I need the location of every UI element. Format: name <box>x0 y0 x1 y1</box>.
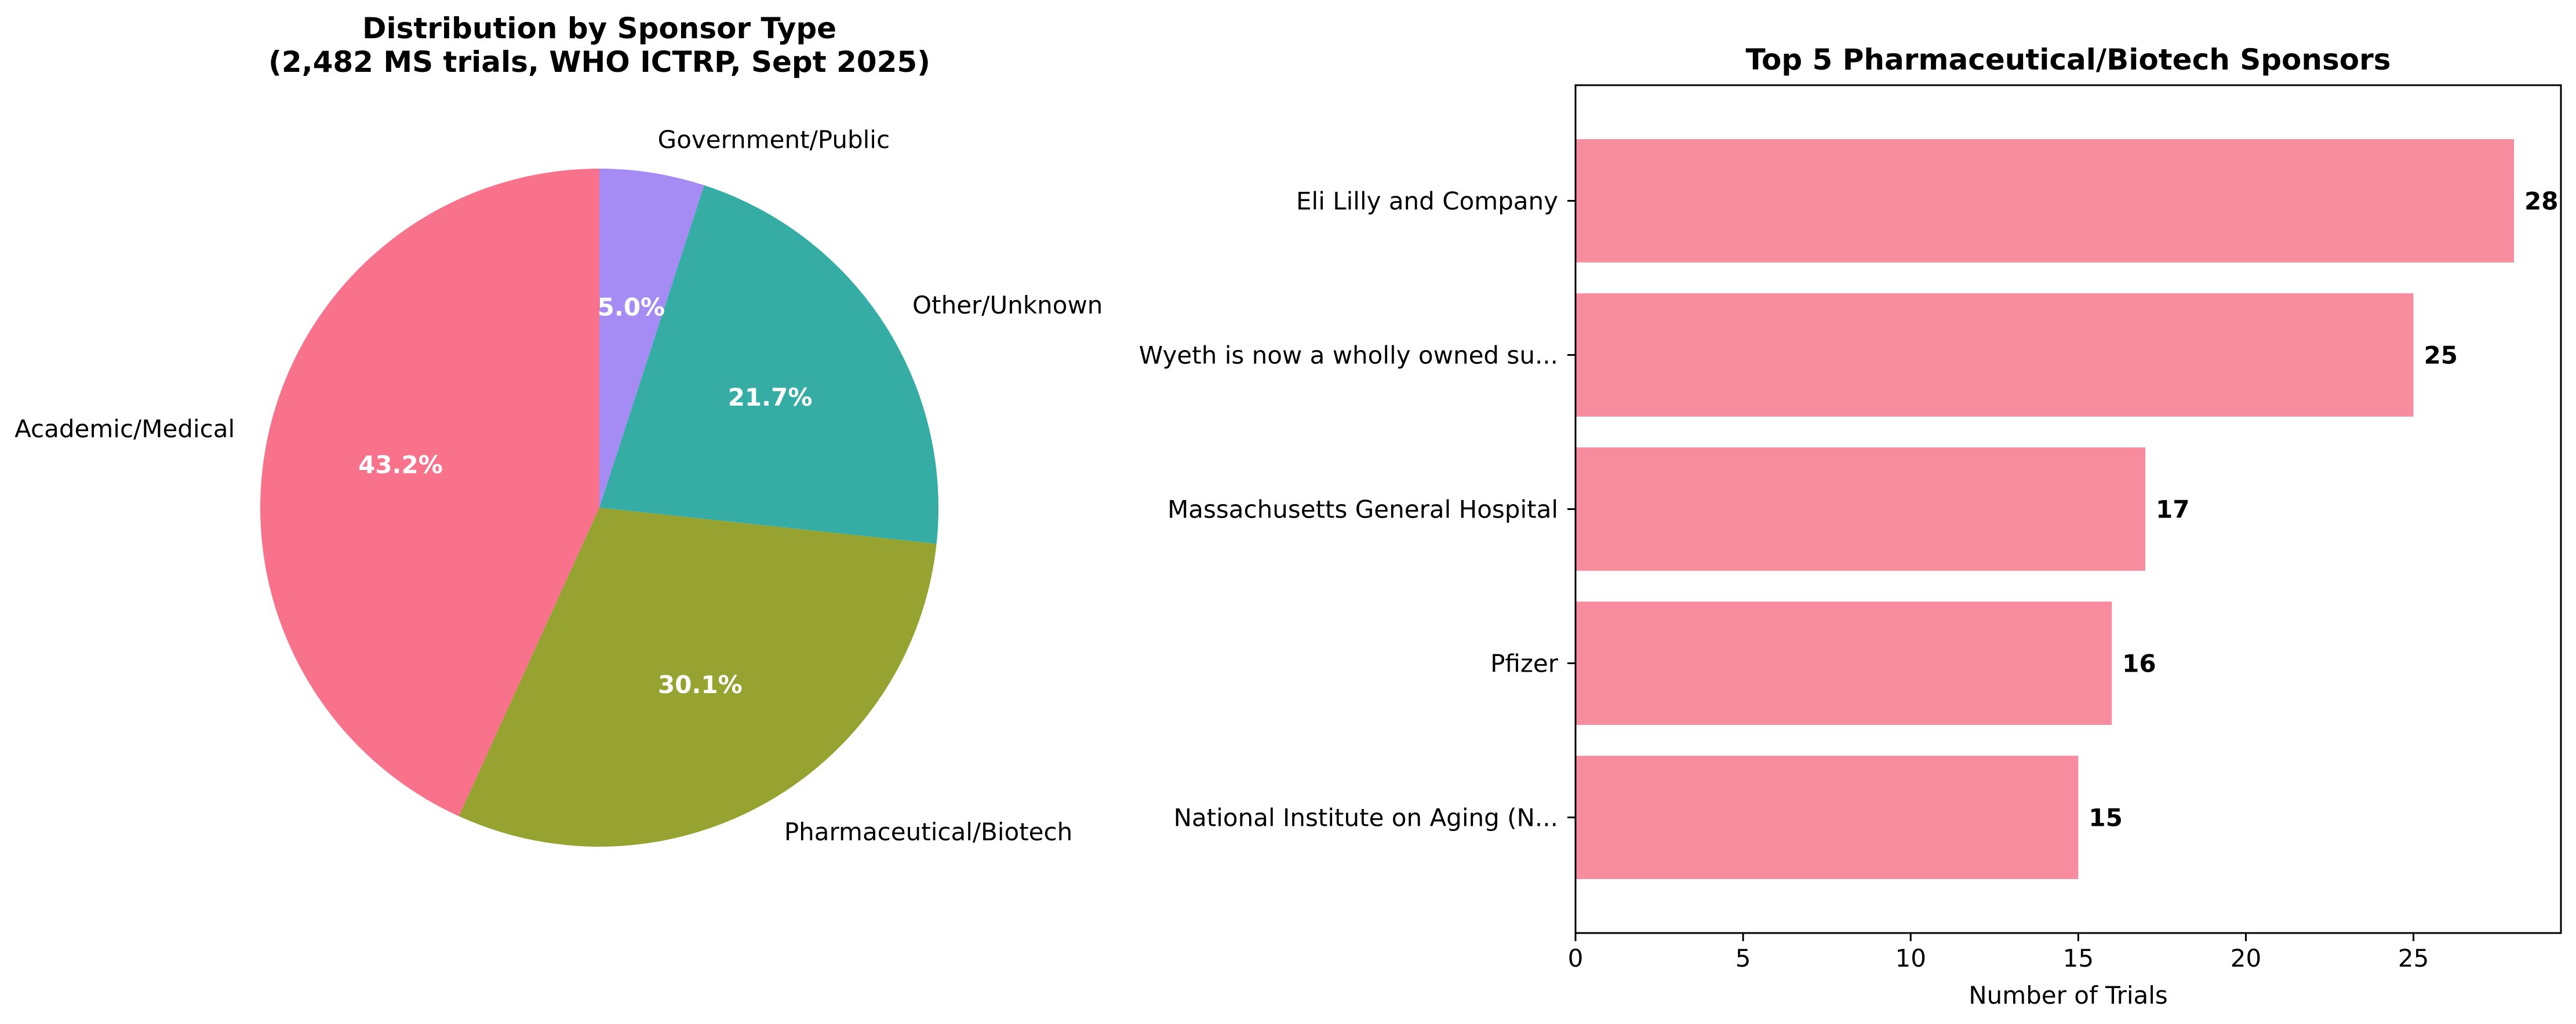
y-tick-label: Eli Lilly and Company <box>1296 187 1558 216</box>
y-tick-label: Pfizer <box>1490 650 1559 678</box>
pie-title: Distribution by Sponsor Type <box>362 12 836 45</box>
pie-slice <box>260 169 599 817</box>
bar-title: Top 5 Pharmaceutical/Biotech Sponsors <box>1746 43 2391 76</box>
pie-labels: 43.2% Academic/Medical 30.1% Pharmaceutical… <box>14 125 1103 846</box>
x-axis: 0 5 10 15 20 25 <box>1568 933 2429 972</box>
y-tick-label: Wyeth is now a wholly owned su... <box>1139 341 1558 370</box>
bar <box>1576 139 2515 263</box>
pie-slice-label: Other/Unknown <box>912 291 1103 319</box>
pie-percent-label: 43.2% <box>358 451 443 479</box>
x-tick-label: 20 <box>2231 944 2261 972</box>
bar-value-label: 25 <box>2424 341 2458 370</box>
bar-value-label: 17 <box>2156 495 2189 524</box>
pie-percent-label: 30.1% <box>658 670 743 699</box>
bar-chart: Top 5 Pharmaceutical/Biotech Sponsors 28… <box>1139 43 2562 1010</box>
pie-slice-label: Government/Public <box>658 125 890 154</box>
pie-subtitle: (2,482 MS trials, WHO ICTRP, Sept 2025) <box>268 45 930 79</box>
y-tick-label: National Institute on Aging (N... <box>1174 804 1558 832</box>
y-tick-label: Massachusetts General Hospital <box>1167 495 1558 524</box>
bar-value-label: 15 <box>2089 804 2122 832</box>
pie-chart: Distribution by Sponsor Type (2,482 MS t… <box>14 12 1103 847</box>
pie-slice <box>459 508 937 847</box>
bar-value-label: 28 <box>2524 187 2558 216</box>
x-tick-label: 15 <box>2063 944 2094 972</box>
pie-percent-label: 5.0% <box>598 293 665 321</box>
bar <box>1576 756 2079 879</box>
pie-percent-label: 21.7% <box>728 383 813 411</box>
bar <box>1576 602 2112 725</box>
pie-slice-label: Pharmaceutical/Biotech <box>784 818 1072 846</box>
y-axis: Eli Lilly and Company Wyeth is now a whol… <box>1139 187 1576 832</box>
pie-slice <box>599 169 704 508</box>
bar <box>1576 293 2414 417</box>
pie-slices <box>260 169 939 847</box>
bars: 28 25 17 16 15 <box>1576 139 2559 879</box>
x-tick-label: 10 <box>1895 944 1926 972</box>
x-tick-label: 25 <box>2398 944 2429 972</box>
pie-slice-label: Academic/Medical <box>14 415 235 443</box>
x-tick-label: 5 <box>1735 944 1751 972</box>
pie-slice <box>599 185 939 544</box>
bar <box>1576 447 2145 571</box>
x-tick-label: 0 <box>1568 944 1584 972</box>
x-axis-label: Number of Trials <box>1969 981 2168 1010</box>
bar-value-label: 16 <box>2122 650 2156 678</box>
